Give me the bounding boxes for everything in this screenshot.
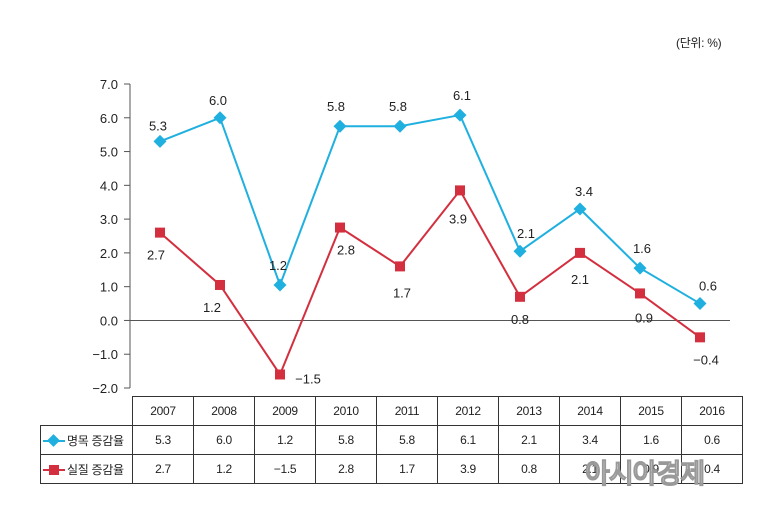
- data-label-real: 2.8: [337, 243, 355, 258]
- data-label-nominal: 5.3: [149, 118, 167, 133]
- table-year-cell: 2013: [498, 396, 560, 426]
- data-point-nominal: [453, 108, 467, 122]
- data-point-real: [635, 288, 645, 299]
- table-cell: 3.4: [559, 425, 621, 455]
- table-cell: 0.6: [681, 425, 743, 455]
- table-year-cell: 2008: [193, 396, 255, 426]
- data-label-real: −0.4: [693, 352, 719, 367]
- table-cell: 3.9: [437, 454, 499, 484]
- table-cell: 2.7: [132, 454, 194, 484]
- data-point-real: [215, 279, 225, 290]
- data-point-real: [515, 291, 525, 302]
- data-label-nominal: 1.2: [269, 258, 287, 273]
- table-cell: −1.5: [254, 454, 316, 484]
- legend-real: 실질 증감율: [40, 454, 133, 484]
- table-year-cell: 2012: [437, 396, 499, 426]
- data-label-real: 1.2: [203, 300, 221, 315]
- table-cell: 0.8: [498, 454, 560, 484]
- data-point-real: [575, 247, 585, 258]
- table-cell: 1.7: [376, 454, 438, 484]
- legend-diamond-icon: [43, 434, 65, 448]
- table-cell: 5.3: [132, 425, 194, 455]
- data-label-nominal: 5.8: [389, 99, 407, 114]
- table-year-cell: 2009: [254, 396, 316, 426]
- data-point-real: [335, 222, 345, 233]
- table-cell: 6.0: [193, 425, 255, 455]
- table-row-nominal: 명목 증감율 5.3 6.0 1.2 5.8 5.8 6.1 2.1 3.4 1…: [40, 425, 743, 455]
- table-year-cell: 2016: [681, 396, 743, 426]
- table-year-cell: 2014: [559, 396, 621, 426]
- data-label-nominal: 0.6: [699, 279, 717, 294]
- legend-nominal: 명목 증감율: [40, 425, 133, 455]
- y-tick-label: 5.0: [100, 145, 118, 160]
- unit-label: (단위: %): [676, 36, 722, 50]
- data-point-real: [455, 185, 465, 196]
- table-cell: 0.9: [620, 454, 682, 484]
- data-label-nominal: 1.6: [633, 241, 651, 256]
- table-cell: 2.8: [315, 454, 377, 484]
- data-point-nominal: [573, 202, 587, 216]
- data-point-nominal: [273, 278, 287, 292]
- legend-real-label: 실질 증감율: [67, 462, 124, 477]
- table-year-cell: 2011: [376, 396, 438, 426]
- table-cell: 1.2: [193, 454, 255, 484]
- series-line-real: [159, 188, 701, 377]
- table-corner-cell: [40, 396, 133, 426]
- legend-square-icon: [43, 464, 65, 476]
- table-row-real: 실질 증감율 2.7 1.2 −1.5 2.8 1.7 3.9 0.8 2.1 …: [40, 454, 743, 484]
- y-tick-label: 6.0: [100, 111, 118, 126]
- data-point-nominal: [333, 119, 347, 133]
- data-label-nominal: 2.1: [517, 226, 535, 241]
- y-tick-label: 0.0: [100, 313, 118, 328]
- data-label-real: −1.5: [295, 371, 321, 386]
- table-cell: 2.1: [498, 425, 560, 455]
- data-point-nominal: [393, 119, 407, 133]
- table-header-row: 2007 2008 2009 2010 2011 2012 2013 2014 …: [40, 396, 743, 426]
- table-cell: 6.1: [437, 425, 499, 455]
- data-label-nominal: 6.0: [209, 93, 227, 108]
- data-point-real: [395, 261, 405, 272]
- data-label-real: 0.8: [511, 312, 529, 327]
- y-tick-label: 3.0: [100, 212, 118, 227]
- data-point-nominal: [633, 261, 647, 275]
- y-tick-label: −1.0: [92, 347, 118, 362]
- data-label-nominal: 6.1: [453, 88, 471, 103]
- data-point-real: [155, 227, 165, 238]
- watermark-logo: 아시아경제: [584, 459, 705, 490]
- table-cell: 5.8: [315, 425, 377, 455]
- data-point-nominal: [513, 244, 527, 258]
- series-line-nominal: [159, 113, 701, 305]
- data-label-nominal: 3.4: [575, 184, 593, 199]
- legend-nominal-label: 명목 증감율: [67, 433, 124, 448]
- table-cell: 5.8: [376, 425, 438, 455]
- y-tick-label: 2.0: [100, 246, 118, 261]
- data-point-nominal: [153, 134, 167, 148]
- line-chart: 7.0 6.0 5.0 4.0 3.0 2.0 1.0 0.0 −1.0 −2.0 5.3 6.0 1.…: [92, 77, 730, 396]
- y-tick-label: −2.0: [92, 381, 118, 396]
- table-cell: 0.4: [681, 454, 743, 484]
- y-tick-label: 4.0: [100, 178, 118, 193]
- data-label-real: 0.9: [635, 310, 653, 325]
- table-year-cell: 2007: [132, 396, 194, 426]
- table-cell: 1.2: [254, 425, 316, 455]
- y-tick-label: 1.0: [100, 280, 118, 295]
- data-label-real: 2.1: [571, 272, 589, 287]
- data-label-nominal: 5.8: [327, 99, 345, 114]
- data-label-real: 2.7: [147, 248, 165, 263]
- data-point-nominal: [693, 297, 707, 311]
- data-table: 2007 2008 2009 2010 2011 2012 2013 2014 …: [40, 396, 743, 484]
- table-cell: 2.1: [559, 454, 621, 484]
- table-cell: 1.6: [620, 425, 682, 455]
- data-label-real: 3.9: [449, 211, 467, 226]
- table-year-cell: 2015: [620, 396, 682, 426]
- data-point-real: [695, 332, 705, 343]
- table-year-cell: 2010: [315, 396, 377, 426]
- data-label-real: 1.7: [393, 285, 411, 300]
- y-tick-label: 7.0: [100, 77, 118, 92]
- data-point-real: [275, 369, 285, 380]
- data-point-nominal: [213, 111, 227, 125]
